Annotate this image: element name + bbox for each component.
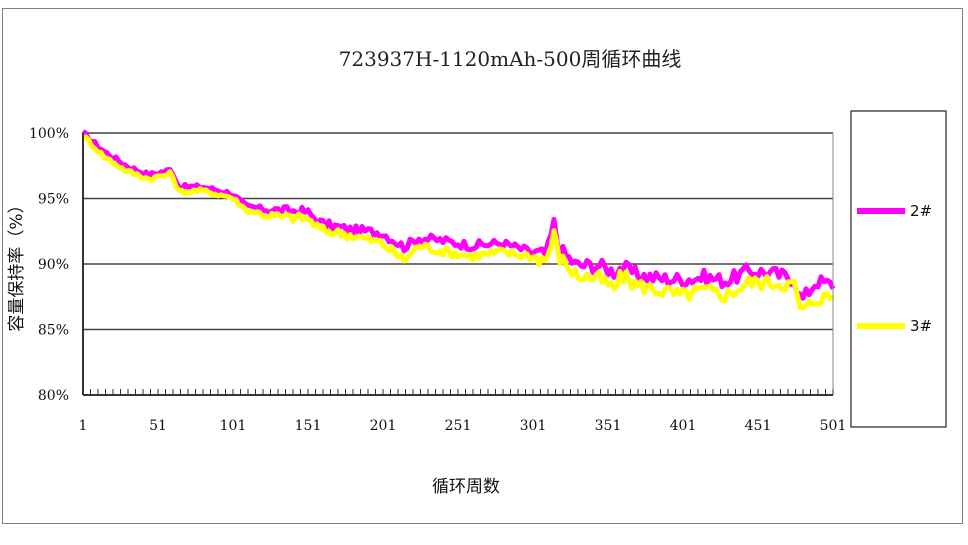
x-tick-label: 51 — [149, 418, 167, 434]
x-tick-label: 201 — [370, 418, 397, 434]
y-tick-label: 90% — [38, 257, 69, 273]
series-line — [82, 134, 835, 311]
x-tick-label: 301 — [520, 418, 547, 434]
x-tick-label: 101 — [220, 418, 247, 434]
legend-box — [850, 110, 947, 428]
x-axis-label: 循环周数 — [432, 477, 500, 497]
x-tick-label: 251 — [445, 418, 472, 434]
y-tick-labels: 80% 85% 90% 95% 100% — [29, 126, 69, 404]
chart-title: 723937H-1120mAh-500周循环曲线 — [339, 47, 682, 71]
y-tick-label: 80% — [38, 388, 69, 404]
legend: 2# 3# — [850, 110, 947, 428]
gridlines — [83, 132, 833, 331]
y-tick-label: 95% — [38, 192, 69, 208]
x-tick-label: 1 — [79, 418, 88, 434]
x-tick-label: 501 — [820, 418, 847, 434]
legend-label: 3# — [910, 317, 932, 335]
y-tick-label: 85% — [38, 323, 69, 339]
y-tick-label: 100% — [29, 126, 69, 142]
series-layer — [81, 129, 836, 311]
legend-label: 2# — [910, 202, 932, 220]
x-tick-label: 401 — [670, 418, 697, 434]
x-tick-labels: 1 51 101 151 201 251 301 351 401 451 501 — [79, 418, 847, 434]
x-tick-label: 151 — [295, 418, 322, 434]
axes — [82, 133, 834, 396]
y-axis-label: 容量保持率（%） — [7, 196, 27, 331]
x-tick-label: 351 — [595, 418, 622, 434]
x-tick-label: 451 — [745, 418, 772, 434]
